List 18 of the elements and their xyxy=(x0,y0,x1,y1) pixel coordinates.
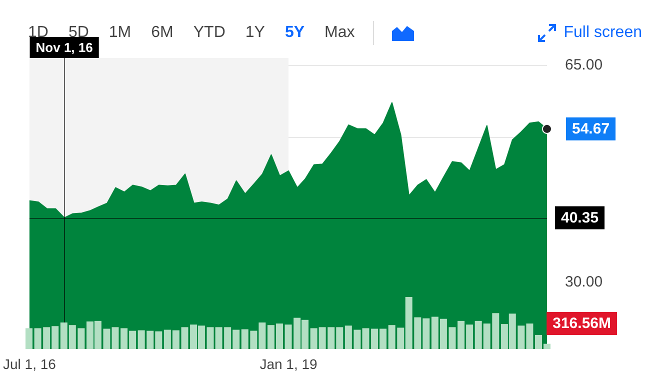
bar xyxy=(26,328,32,349)
text: 1Y xyxy=(245,24,265,42)
text: 316.56M xyxy=(552,315,611,332)
x-tick-label: Jul 1, 16 xyxy=(2,356,56,372)
text: 1M xyxy=(108,24,132,42)
text: YTD xyxy=(193,24,226,42)
y-tick-label: 30.00 xyxy=(565,273,603,290)
text: 5Y xyxy=(284,24,305,42)
text: 6M xyxy=(151,24,174,42)
ref-line-label: Nov 1, 16 xyxy=(36,40,93,55)
text: 1D xyxy=(28,24,48,42)
y-tick-label: 65.00 xyxy=(565,56,603,74)
ref-line-label: 40.35 xyxy=(561,209,599,226)
text: Full screen xyxy=(564,24,642,42)
text: Max xyxy=(324,24,355,42)
x-tick-label: Jan 1, 19 xyxy=(260,356,318,372)
text: 5D xyxy=(68,24,89,42)
annotation: 54.67 xyxy=(572,120,610,138)
